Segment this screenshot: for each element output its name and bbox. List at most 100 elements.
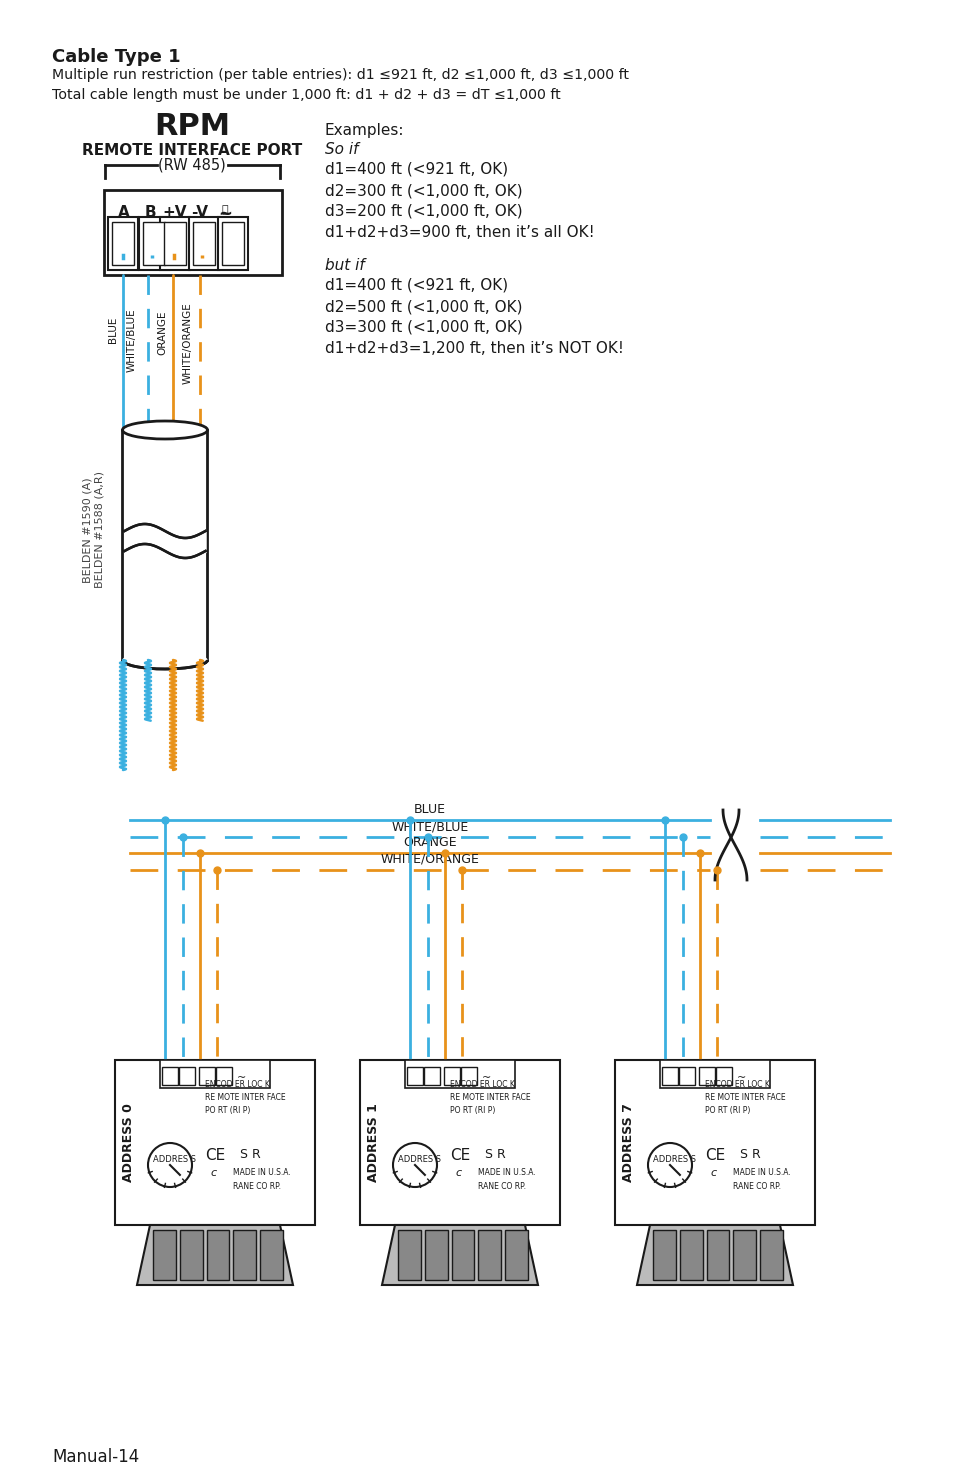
Bar	[139, 217, 169, 270]
Bar	[615, 1061, 814, 1226]
Text: PO RT (RI P): PO RT (RI P)	[450, 1106, 495, 1115]
Text: +V: +V	[199, 1072, 214, 1083]
Bar	[160, 1061, 270, 1089]
Text: ADDRESS 7: ADDRESS 7	[622, 1103, 635, 1181]
Text: S R: S R	[484, 1148, 505, 1161]
Text: CE: CE	[450, 1148, 470, 1162]
Bar	[193, 223, 214, 266]
Bar	[460, 1066, 476, 1086]
Text: ENCOD ER LOC K: ENCOD ER LOC K	[205, 1080, 270, 1089]
Bar	[233, 1230, 256, 1280]
Text: ~: ~	[482, 1072, 491, 1083]
Text: RANE CO RP.: RANE CO RP.	[477, 1181, 525, 1190]
Text: WHITE/BLUE: WHITE/BLUE	[127, 308, 137, 372]
Text: +V: +V	[444, 1072, 459, 1083]
Text: ~: ~	[218, 205, 232, 223]
Text: RE MOTE INTER FACE: RE MOTE INTER FACE	[205, 1093, 285, 1102]
Bar	[162, 1066, 178, 1086]
Polygon shape	[637, 1226, 792, 1285]
Text: ~: ~	[237, 1072, 247, 1083]
Bar	[679, 1066, 695, 1086]
Text: but if: but if	[325, 258, 364, 273]
Text: B: B	[183, 1072, 191, 1083]
Bar	[179, 1066, 194, 1086]
Text: REMOTE INTERFACE PORT: REMOTE INTERFACE PORT	[82, 143, 302, 158]
Text: ⫝: ⫝	[221, 205, 228, 215]
Text: ENCOD ER LOC K: ENCOD ER LOC K	[450, 1080, 515, 1089]
Bar	[706, 1230, 729, 1280]
Text: MADE IN U.S.A.: MADE IN U.S.A.	[233, 1168, 291, 1177]
Bar	[207, 1230, 229, 1280]
Bar	[222, 223, 244, 266]
Bar	[505, 1230, 527, 1280]
Text: A: A	[166, 1072, 173, 1083]
Text: Cable Type 1: Cable Type 1	[52, 49, 180, 66]
Text: MADE IN U.S.A.: MADE IN U.S.A.	[732, 1168, 790, 1177]
Text: B: B	[682, 1072, 690, 1083]
Text: -V: -V	[192, 205, 209, 220]
Text: c: c	[210, 1168, 216, 1179]
Ellipse shape	[122, 650, 208, 670]
Text: d1=400 ft (<921 ft, OK): d1=400 ft (<921 ft, OK)	[325, 277, 508, 294]
Text: CE: CE	[704, 1148, 724, 1162]
Text: B: B	[144, 205, 155, 220]
Circle shape	[148, 1143, 192, 1187]
Bar	[659, 1061, 769, 1089]
Text: PO RT (RI P): PO RT (RI P)	[704, 1106, 750, 1115]
Text: BELDEN #1590 (A): BELDEN #1590 (A)	[83, 478, 92, 583]
Text: d3=300 ft (<1,000 ft, OK): d3=300 ft (<1,000 ft, OK)	[325, 320, 522, 335]
Text: ADDRES S: ADDRES S	[652, 1155, 696, 1164]
Bar	[122, 431, 208, 659]
Text: d1+d2+d3=900 ft, then it’s all OK!: d1+d2+d3=900 ft, then it’s all OK!	[325, 226, 594, 240]
Text: WHITE/BLUE: WHITE/BLUE	[391, 820, 468, 833]
Text: d1+d2+d3=1,200 ft, then it’s NOT OK!: d1+d2+d3=1,200 ft, then it’s NOT OK!	[325, 341, 623, 355]
Text: A: A	[665, 1072, 673, 1083]
Text: ADDRES S: ADDRES S	[152, 1155, 195, 1164]
Bar	[152, 1230, 175, 1280]
Text: Multiple run restriction (per table entries): d1 ≤921 ft, d2 ≤1,000 ft, d3 ≤1,00: Multiple run restriction (per table entr…	[52, 68, 628, 83]
Text: +V: +V	[163, 205, 187, 220]
Bar	[143, 223, 165, 266]
Text: WHITE/ORANGE: WHITE/ORANGE	[380, 853, 479, 866]
Text: RE MOTE INTER FACE: RE MOTE INTER FACE	[450, 1093, 530, 1102]
Text: ~: ~	[737, 1072, 746, 1083]
Text: ADDRESS 0: ADDRESS 0	[122, 1103, 135, 1181]
Text: d1=400 ft (<921 ft, OK): d1=400 ft (<921 ft, OK)	[325, 162, 508, 177]
Text: c: c	[709, 1168, 716, 1179]
Text: BLUE: BLUE	[414, 802, 446, 816]
Bar	[652, 1230, 675, 1280]
Text: -V: -V	[463, 1072, 474, 1083]
Text: CE: CE	[205, 1148, 225, 1162]
Text: -V: -V	[718, 1072, 729, 1083]
Text: S R: S R	[740, 1148, 760, 1161]
Bar	[215, 1066, 232, 1086]
Bar	[661, 1066, 678, 1086]
Bar	[359, 1061, 559, 1226]
Bar	[164, 223, 186, 266]
Text: So if: So if	[325, 142, 358, 156]
Bar	[115, 1061, 314, 1226]
Bar	[733, 1230, 756, 1280]
Bar	[477, 1230, 500, 1280]
Bar	[423, 1066, 439, 1086]
Bar	[179, 1230, 202, 1280]
Circle shape	[647, 1143, 691, 1187]
Bar	[451, 1230, 474, 1280]
Text: RANE CO RP.: RANE CO RP.	[233, 1181, 281, 1190]
Bar	[679, 1230, 701, 1280]
Bar	[218, 217, 248, 270]
Text: A: A	[118, 205, 130, 220]
Text: B: B	[428, 1072, 436, 1083]
Text: +V: +V	[699, 1072, 714, 1083]
Bar	[405, 1061, 515, 1089]
Text: -V: -V	[218, 1072, 229, 1083]
Bar	[199, 1066, 214, 1086]
Ellipse shape	[122, 420, 208, 440]
Text: S R: S R	[240, 1148, 260, 1161]
Text: WHITE/ORANGE: WHITE/ORANGE	[183, 302, 193, 384]
Text: PO RT (RI P): PO RT (RI P)	[205, 1106, 250, 1115]
Bar	[160, 217, 190, 270]
Bar	[443, 1066, 459, 1086]
Text: RE MOTE INTER FACE: RE MOTE INTER FACE	[704, 1093, 785, 1102]
Text: ORANGE: ORANGE	[157, 311, 167, 355]
